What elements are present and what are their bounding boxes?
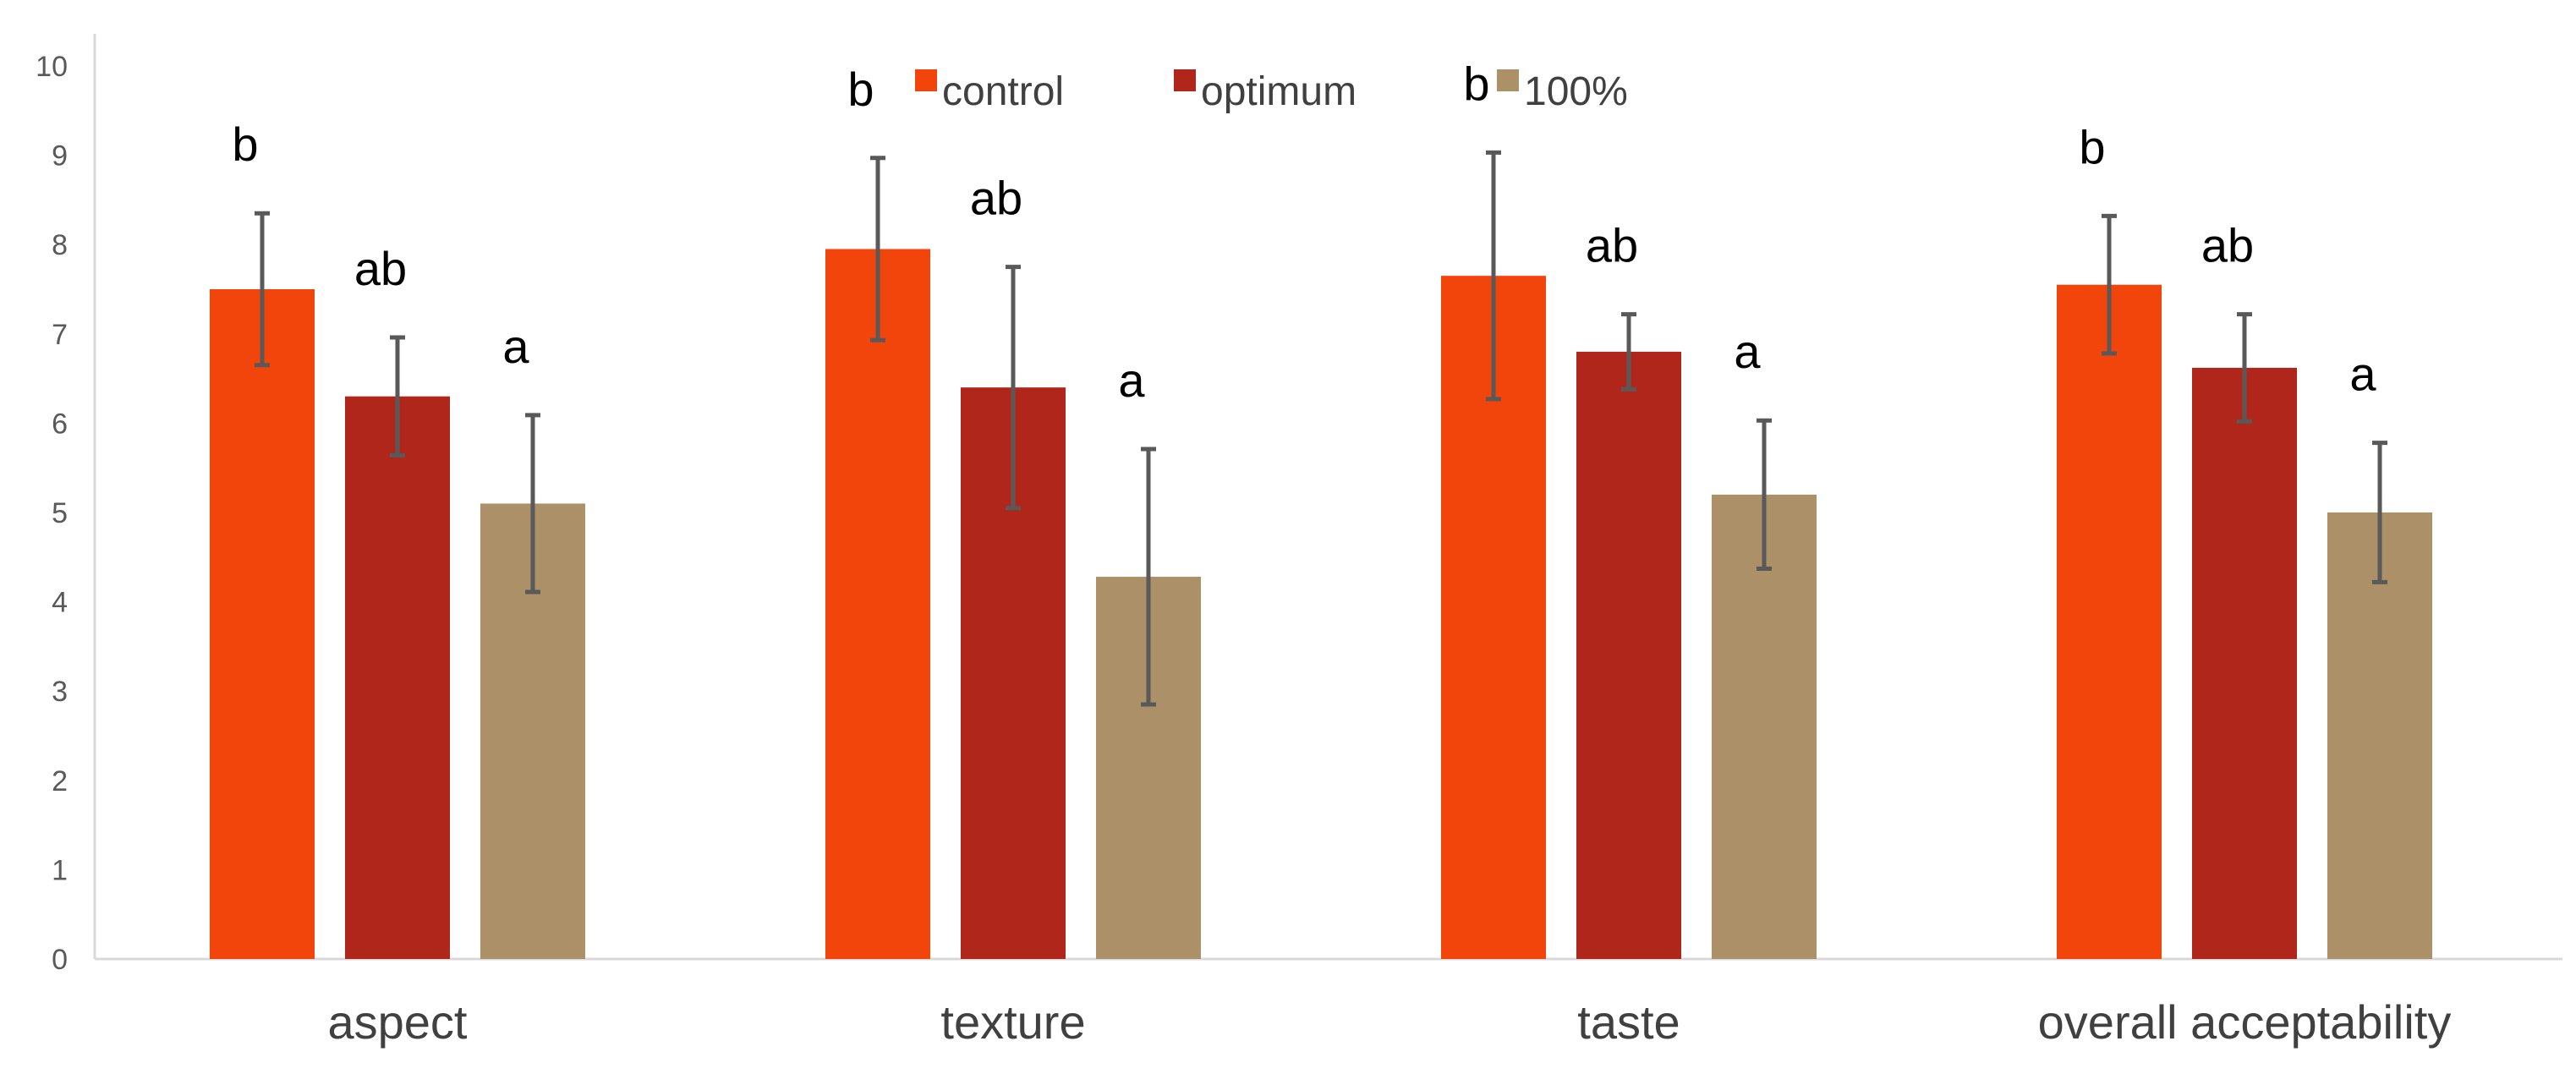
y-tick-labels: 0 1 2 3 4 5 6 7 8 9 10 xyxy=(36,51,68,976)
legend-label: 100% xyxy=(1524,69,1628,114)
legend-label: optimum xyxy=(1201,69,1357,114)
error-bars xyxy=(255,150,2387,707)
significance-letter: ab xyxy=(1586,219,1638,272)
category-labels: aspect texture taste overall acceptability xyxy=(328,995,2452,1049)
y-tick-label: 9 xyxy=(52,140,68,173)
significance-letter: a xyxy=(1734,325,1761,378)
y-tick-label: 10 xyxy=(36,51,68,83)
bar xyxy=(2057,284,2162,960)
x-category-label: texture xyxy=(940,995,1085,1049)
y-tick-label: 7 xyxy=(52,319,68,351)
legend-swatch xyxy=(915,69,937,91)
bar xyxy=(825,249,930,960)
bar xyxy=(1712,494,1817,959)
legend-swatch xyxy=(1174,69,1196,91)
significance-letter: a xyxy=(1118,353,1145,407)
y-tick-label: 4 xyxy=(52,587,68,619)
legend-label: control xyxy=(942,69,1064,114)
x-category-label: taste xyxy=(1577,995,1680,1049)
y-tick-label: 6 xyxy=(52,408,68,440)
significance-letter: b xyxy=(1463,57,1489,110)
legend: control optimum 100% xyxy=(915,69,1628,114)
significance-letter: b xyxy=(847,63,874,116)
significance-letter: ab xyxy=(354,242,407,295)
bar xyxy=(1576,351,1681,959)
y-tick-label: 8 xyxy=(52,229,68,261)
significance-letter: ab xyxy=(970,172,1022,225)
significance-letter: b xyxy=(2079,120,2105,173)
significance-letter: ab xyxy=(2201,219,2254,272)
significance-letter: a xyxy=(502,320,529,373)
significance-letter: b xyxy=(232,118,258,171)
bars xyxy=(210,249,2432,960)
y-tick-label: 5 xyxy=(52,497,68,529)
bar xyxy=(210,289,315,959)
significance-letter: a xyxy=(2349,348,2376,401)
y-tick-label: 0 xyxy=(52,944,68,976)
y-tick-label: 1 xyxy=(52,854,68,886)
legend-swatch xyxy=(1497,69,1519,91)
y-tick-label: 2 xyxy=(52,765,68,797)
bar xyxy=(2192,367,2297,960)
x-category-label: aspect xyxy=(328,995,468,1049)
significance-labels: b b b b ab ab ab ab a a a a xyxy=(232,57,2376,407)
bar xyxy=(345,396,450,960)
y-tick-label: 3 xyxy=(52,676,68,708)
x-category-label: overall acceptability xyxy=(2038,995,2452,1049)
bar xyxy=(2327,512,2432,959)
